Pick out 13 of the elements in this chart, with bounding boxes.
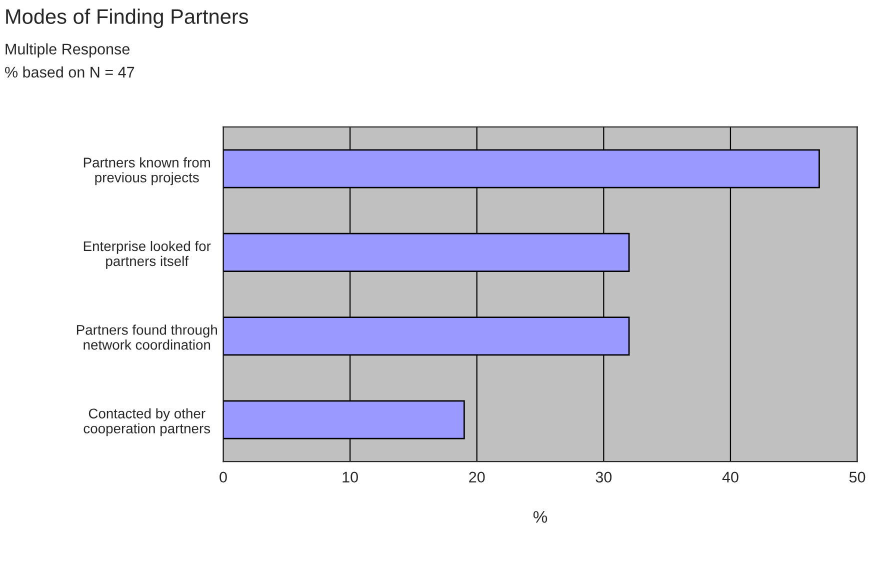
y-tick-label: Partners known from previous projects <box>84 157 210 186</box>
x-tick-label: 30 <box>596 472 612 483</box>
x-tick-label: 40 <box>722 472 738 483</box>
x-tick-label: 50 <box>849 472 866 483</box>
y-tick-label: Enterprise looked for partners itself <box>84 240 211 269</box>
x-axis-title: % <box>533 511 548 523</box>
y-tick-label: Contacted by other cooperation partners <box>84 408 210 436</box>
y-tick-label: Partners found through network coordination <box>76 324 217 350</box>
x-tick-label: 20 <box>469 472 485 483</box>
text: Multiple Response % based on N = 47 <box>5 43 134 78</box>
x-tick-label: 10 <box>342 472 358 483</box>
x-tick-label: 0 <box>220 472 227 483</box>
chart-title: Modes of Finding Partners <box>6 8 248 28</box>
